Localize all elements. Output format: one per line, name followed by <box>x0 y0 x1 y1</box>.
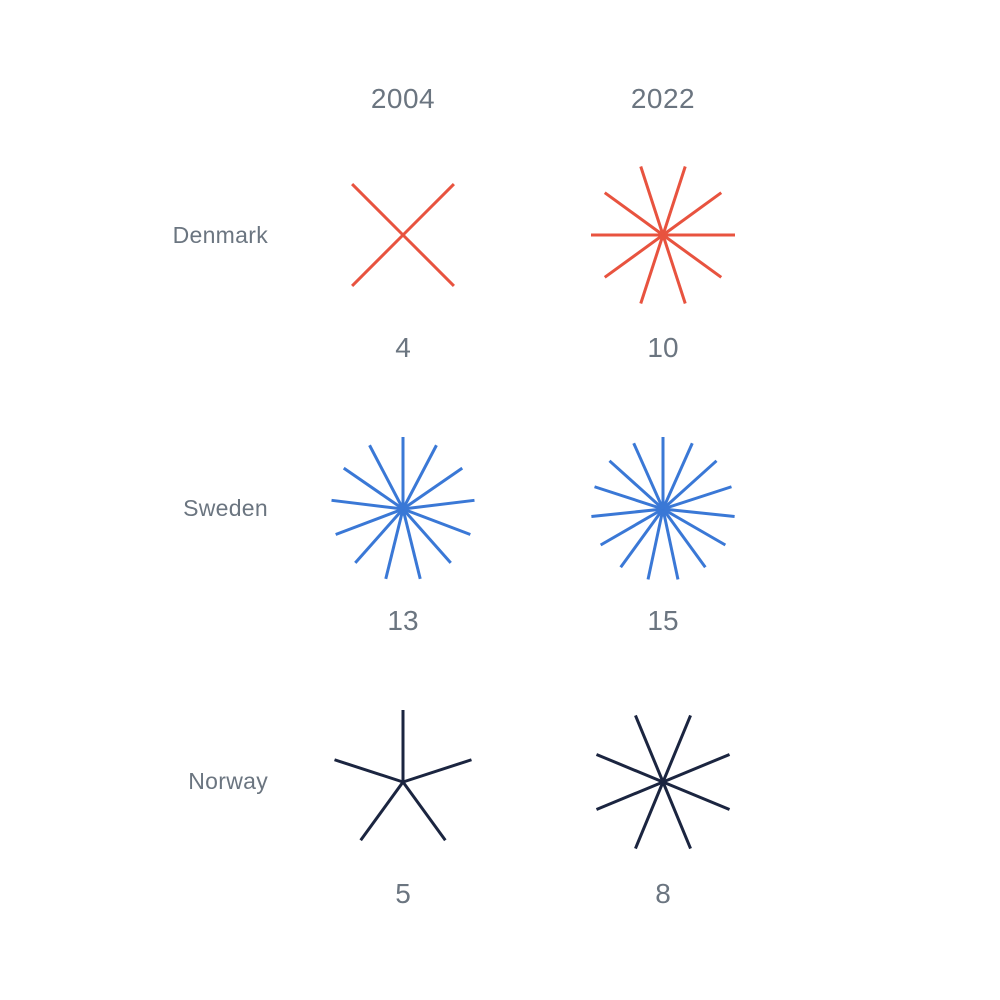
star-spoke <box>661 442 694 510</box>
star-spoke <box>661 508 680 580</box>
value-labels: 4 10 13 15 5 8 <box>387 332 678 909</box>
star-spoke <box>662 507 727 547</box>
star-spoke <box>634 714 665 783</box>
star-spoke <box>401 508 452 564</box>
star-spoke <box>401 444 438 510</box>
star-spoke <box>646 508 665 580</box>
star-glyph-denmark-2004 <box>351 183 455 287</box>
star-spoke <box>662 753 731 784</box>
star-spoke <box>334 758 404 784</box>
star-glyph-norway-2004 <box>334 710 472 842</box>
value-label-sweden-2004: 13 <box>387 605 418 636</box>
star-spoke <box>402 507 471 536</box>
star-spoke <box>595 753 664 784</box>
value-label-norway-2022: 8 <box>655 878 671 909</box>
value-label-norway-2004: 5 <box>395 878 411 909</box>
star-spoke <box>354 508 405 564</box>
star-spoke <box>639 166 665 236</box>
star-spoke <box>402 498 475 511</box>
star-spoke <box>402 466 464 511</box>
star-glyph-sweden-2022 <box>591 437 735 580</box>
column-label-2004: 2004 <box>371 83 435 114</box>
star-spoke <box>603 233 664 279</box>
row-label-norway: Norway <box>188 768 268 794</box>
star-spoke <box>619 508 665 569</box>
star-spoke <box>608 459 665 511</box>
star-glyph-sweden-2004 <box>331 437 475 580</box>
star-spoke <box>401 233 455 287</box>
star-spoke <box>359 781 405 842</box>
star-spoke <box>661 459 718 511</box>
star-spoke <box>331 498 404 511</box>
star-spoke <box>342 466 404 511</box>
star-spoke <box>401 508 422 580</box>
star-glyphs <box>331 166 735 850</box>
star-spoke <box>661 508 707 569</box>
star-spoke <box>368 444 405 510</box>
star-spoke <box>661 166 687 236</box>
star-spoke <box>661 714 692 783</box>
star-spoke <box>639 234 665 304</box>
star-spoke <box>662 233 723 279</box>
row-labels: Denmark Sweden Norway <box>173 222 269 794</box>
star-spoke <box>634 781 665 850</box>
star-spoke <box>595 780 664 811</box>
star-spoke <box>632 442 665 510</box>
star-spoke <box>661 781 692 850</box>
star-glyph-norway-2022 <box>595 714 731 850</box>
star-glyph-denmark-2022 <box>591 166 735 304</box>
star-spoke <box>384 508 405 580</box>
star-spoke <box>662 485 732 511</box>
star-spoke <box>662 191 723 237</box>
star-spoke <box>661 234 687 304</box>
star-spoke <box>594 485 664 511</box>
value-label-denmark-2022: 10 <box>647 332 678 363</box>
column-headers: 2004 2022 <box>371 83 695 114</box>
star-spoke <box>401 781 447 842</box>
star-spoke <box>662 780 731 811</box>
star-spoke <box>335 507 404 536</box>
star-spoke <box>662 507 735 519</box>
row-label-sweden: Sweden <box>183 495 268 521</box>
star-spoke <box>599 507 664 547</box>
star-spoke <box>401 183 455 237</box>
star-spoke <box>591 507 664 519</box>
star-spoke <box>402 758 472 784</box>
column-label-2022: 2022 <box>631 83 695 114</box>
star-spoke <box>351 183 405 237</box>
row-label-denmark: Denmark <box>173 222 269 248</box>
star-spoke <box>603 191 664 237</box>
value-label-sweden-2022: 15 <box>647 605 678 636</box>
value-label-denmark-2004: 4 <box>395 332 411 363</box>
star-spoke <box>351 233 405 287</box>
